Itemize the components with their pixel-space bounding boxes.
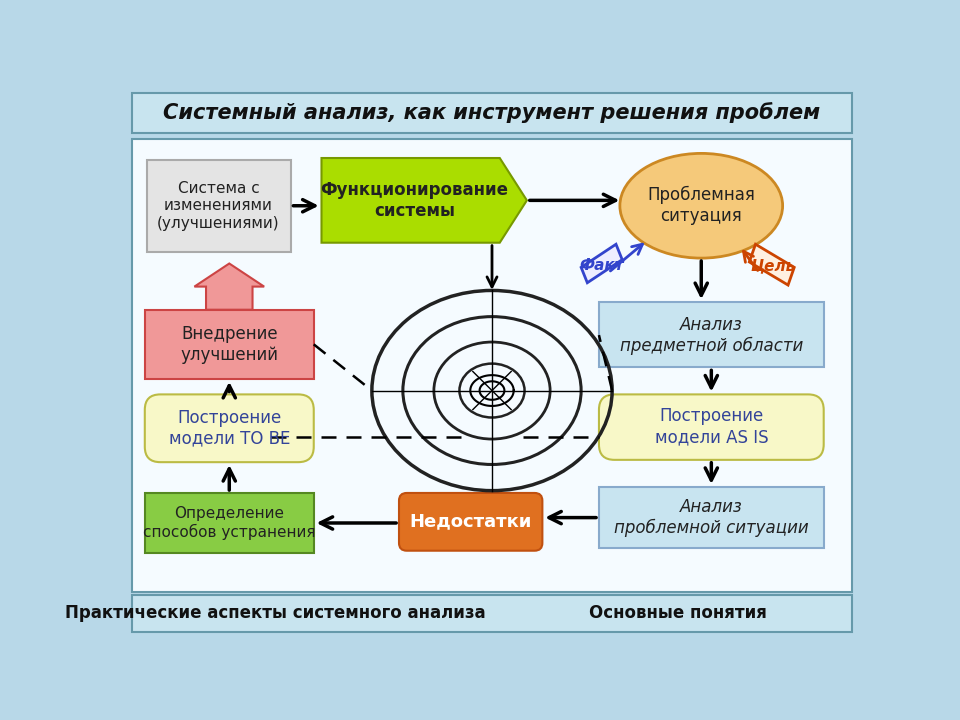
Bar [147, 160, 291, 252]
Text: Система с
изменениями
(улучшениями): Система с изменениями (улучшениями) [157, 181, 279, 230]
Text: Построение
модели AS IS: Построение модели AS IS [655, 408, 768, 446]
Text: Анализ
предметной области: Анализ предметной области [620, 315, 803, 355]
Text: Практические аспекты системного анализа: Практические аспекты системного анализа [64, 604, 486, 622]
Text: Внедрение
улучшений: Внедрение улучшений [180, 325, 278, 364]
Text: Проблемная
ситуация: Проблемная ситуация [647, 186, 756, 225]
Text: Построение
модели ТО ВЕ: Построение модели ТО ВЕ [169, 409, 290, 448]
Ellipse shape [620, 153, 782, 258]
Bar [132, 595, 852, 631]
FancyBboxPatch shape [145, 395, 314, 462]
Text: Цель: Цель [751, 258, 796, 274]
Polygon shape [581, 244, 622, 283]
Polygon shape [322, 158, 527, 243]
Bar [145, 310, 314, 379]
Bar [145, 493, 314, 553]
FancyArrow shape [194, 264, 264, 310]
FancyBboxPatch shape [399, 493, 542, 551]
Bar [132, 139, 852, 592]
Bar [599, 487, 824, 549]
Text: Факт: Факт [580, 258, 624, 273]
Text: Основные понятия: Основные понятия [589, 604, 767, 622]
Text: Анализ
проблемной ситуации: Анализ проблемной ситуации [614, 498, 808, 537]
Text: Недостатки: Недостатки [409, 513, 532, 531]
Text: Системный анализ, как инструмент решения проблем: Системный анализ, как инструмент решения… [163, 102, 821, 123]
FancyBboxPatch shape [599, 395, 824, 460]
Bar [599, 302, 824, 367]
Polygon shape [750, 244, 794, 285]
Text: Функционирование
системы: Функционирование системы [321, 181, 509, 220]
Bar [132, 93, 852, 132]
Text: Определение
способов устранения: Определение способов устранения [143, 506, 316, 540]
